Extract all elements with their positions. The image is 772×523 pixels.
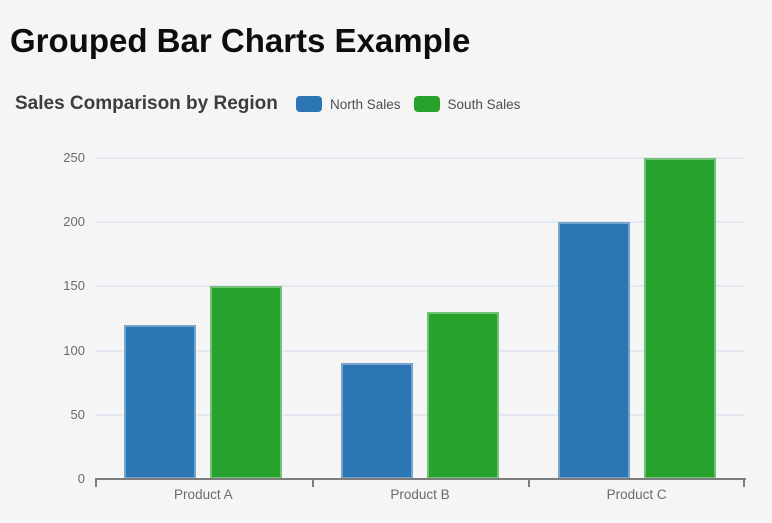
bar-north-sales-product-b [341, 363, 413, 479]
y-axis-tick-label: 100 [63, 342, 85, 358]
x-axis-category-label-product-b: Product B [390, 487, 450, 502]
x-axis-tick [743, 478, 745, 487]
bar-south-sales-product-c [643, 158, 716, 479]
legend-swatch-south-sales [413, 96, 440, 112]
y-axis-tick-label: 250 [63, 150, 85, 165]
y-axis-tick-label: 200 [63, 214, 85, 230]
legend-swatch-north-sales [296, 96, 322, 112]
gridline [95, 157, 745, 159]
bar-south-sales-product-b [427, 312, 499, 479]
y-axis-tick-label: 50 [70, 406, 85, 422]
x-axis-category-label-product-a: Product A [174, 487, 233, 502]
gridline [95, 413, 745, 416]
bar-south-sales-product-a [210, 286, 283, 479]
bar-north-sales-product-a [124, 324, 197, 479]
x-axis-tick [528, 478, 531, 487]
legend-label-south-sales: South Sales [447, 96, 521, 112]
x-axis-tick [95, 478, 97, 487]
y-axis-tick-label: 0 [77, 471, 85, 486]
y-axis-labels: 0 50 100 150 200 250 [0, 150, 85, 486]
bar-chart-plot-area [95, 157, 745, 479]
x-axis-category-label-product-c: Product C [606, 487, 667, 502]
x-axis-labels: Product A Product B Product C [95, 487, 745, 507]
gridline [95, 285, 745, 288]
bar-north-sales-product-c [557, 222, 630, 479]
page-title: Grouped Bar Charts Example [10, 22, 471, 59]
gridline [95, 221, 745, 224]
legend-item-south-sales[interactable]: South Sales [413, 96, 521, 112]
chart-title: Sales Comparison by Region [15, 93, 278, 114]
chart-legend: North Sales South Sales [296, 96, 520, 112]
legend-label-north-sales: North Sales [330, 96, 401, 112]
x-axis-line [95, 478, 746, 480]
x-axis-tick [311, 478, 314, 487]
legend-item-north-sales[interactable]: North Sales [296, 96, 401, 112]
gridline [95, 349, 745, 352]
y-axis-tick-label: 150 [63, 278, 85, 294]
